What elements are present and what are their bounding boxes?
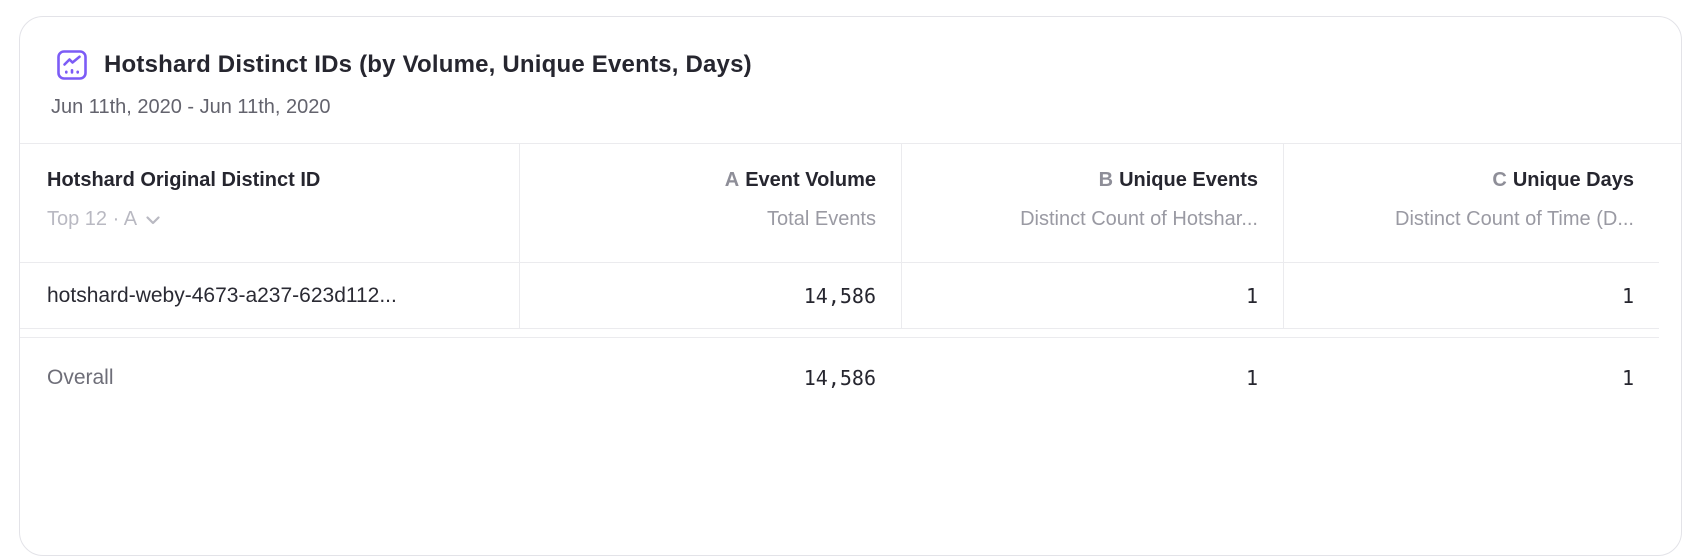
- results-table: Hotshard Original Distinct ID Top 12 · A…: [20, 144, 1659, 417]
- top-n-dropdown[interactable]: Top 12 · A: [47, 206, 519, 232]
- event-volume-cell: 14,586: [519, 263, 901, 328]
- unique-events-cell: 1: [901, 263, 1283, 328]
- column-header-unique-days[interactable]: C Unique Days Distinct Count of Time (D..…: [1283, 144, 1659, 262]
- column-subtitle: Distinct Count of Time (D...: [1395, 208, 1634, 230]
- column-header-unique-events[interactable]: B Unique Events Distinct Count of Hotshar…: [901, 144, 1283, 262]
- distinct-id-cell: hotshard-weby-4673-a237-623d112...: [47, 283, 397, 307]
- column-label: C Unique Days: [1492, 169, 1634, 191]
- column-subtitle: Total Events: [767, 208, 876, 230]
- unique-days-cell: 1: [1283, 263, 1659, 328]
- report-title: Hotshard Distinct IDs (by Volume, Unique…: [104, 51, 752, 78]
- overall-event-volume: 14,586: [803, 365, 876, 390]
- insights-line-chart-icon: [57, 50, 87, 80]
- overall-unique-events: 1: [1245, 365, 1258, 390]
- overall-row: Overall 14,586 1 1: [20, 337, 1659, 417]
- series-letter-c: C: [1492, 169, 1507, 191]
- column-label: Hotshard Original Distinct ID: [47, 169, 321, 191]
- column-label: A Event Volume: [724, 169, 876, 191]
- report-card: Hotshard Distinct IDs (by Volume, Unique…: [19, 16, 1682, 556]
- column-header-event-volume[interactable]: A Event Volume Total Events: [519, 144, 901, 262]
- report-header: Hotshard Distinct IDs (by Volume, Unique…: [20, 17, 1681, 144]
- column-header-distinct-id[interactable]: Hotshard Original Distinct ID Top 12 · A: [20, 144, 519, 262]
- column-label: B Unique Events: [1098, 169, 1258, 191]
- series-letter-a: A: [724, 169, 740, 191]
- table-header-row: Hotshard Original Distinct ID Top 12 · A…: [20, 144, 1659, 263]
- column-subtitle: Distinct Count of Hotshar...: [1020, 208, 1258, 230]
- chevron-down-icon: [146, 216, 160, 225]
- series-letter-b: B: [1098, 169, 1114, 191]
- top-n-dropdown-label: Top 12 · A: [47, 208, 138, 230]
- table-row[interactable]: hotshard-weby-4673-a237-623d112... 14,58…: [20, 263, 1659, 329]
- overall-unique-days: 1: [1621, 365, 1634, 390]
- overall-label: Overall: [47, 365, 114, 389]
- date-range: Jun 11th, 2020 - Jun 11th, 2020: [51, 96, 331, 118]
- table-section-gap: [20, 329, 1659, 337]
